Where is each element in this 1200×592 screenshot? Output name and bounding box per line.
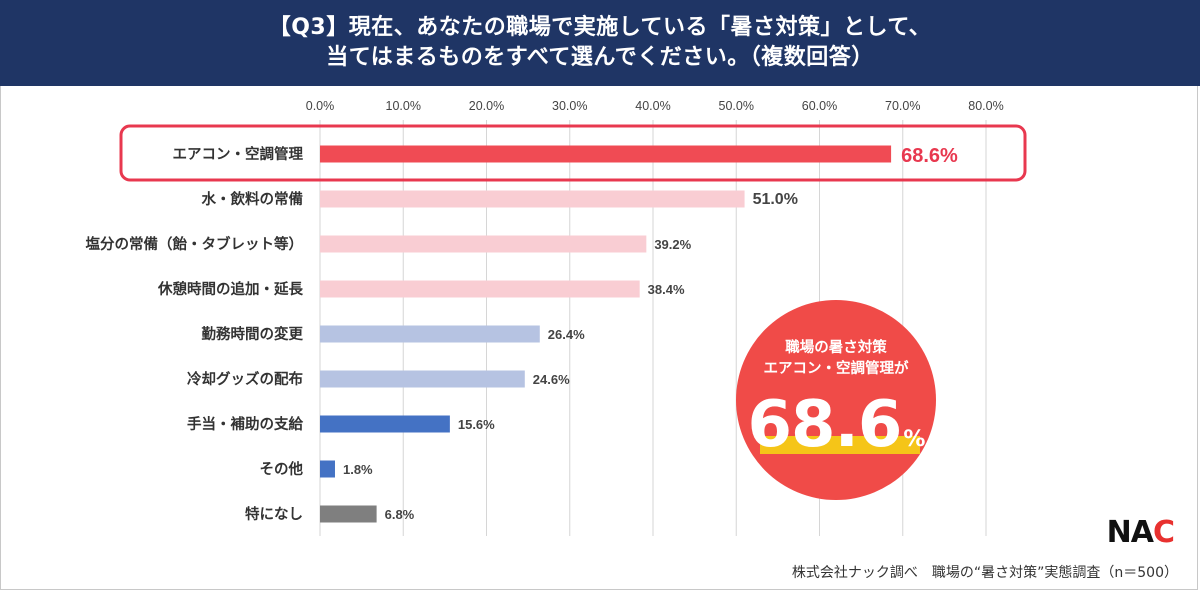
bar — [320, 370, 525, 388]
category-label: 特になし — [245, 505, 303, 523]
callout-number: 68.6% — [736, 388, 936, 477]
bar — [320, 460, 335, 478]
bar — [320, 145, 892, 163]
category-label: 水・飲料の常備 — [202, 190, 304, 208]
category-label: 冷却グッズの配布 — [187, 370, 303, 388]
value-label: 24.6% — [533, 372, 570, 387]
question-title-line1: 【Q3】現在、あなたの職場で実施している「暑さ対策」として、 — [268, 15, 932, 40]
x-tick-label: 30.0% — [552, 99, 587, 113]
value-label: 39.2% — [654, 237, 691, 252]
highlight-callout: 職場の暑さ対策 エアコン・空調管理が 68.6% — [736, 300, 936, 500]
bar — [320, 415, 450, 433]
x-tick-label: 40.0% — [635, 99, 670, 113]
x-tick-label: 50.0% — [719, 99, 754, 113]
company-logo: NAC — [1106, 515, 1175, 550]
callout-line2: エアコン・空調管理が — [763, 361, 909, 377]
x-tick-label: 70.0% — [885, 99, 920, 113]
logo-main-text: NA — [1106, 515, 1154, 550]
category-label: エアコン・空調管理 — [173, 145, 304, 163]
logo-accent-text: C — [1152, 515, 1175, 550]
category-label: 手当・補助の支給 — [187, 415, 303, 433]
x-tick-label: 60.0% — [802, 99, 837, 113]
x-tick-label: 10.0% — [386, 99, 421, 113]
question-header: 【Q3】現在、あなたの職場で実施している「暑さ対策」として、 当てはまるものをす… — [0, 0, 1200, 86]
category-label: 勤務時間の変更 — [202, 325, 304, 343]
value-label: 51.0% — [753, 191, 798, 208]
category-label: その他 — [260, 460, 304, 478]
x-tick-label: 20.0% — [469, 99, 504, 113]
x-tick-label: 80.0% — [968, 99, 1003, 113]
bar — [320, 505, 377, 523]
value-label: 1.8% — [343, 462, 373, 477]
callout-line1: 職場の暑さ対策 — [785, 340, 887, 356]
bar — [320, 280, 640, 298]
highlight-frame — [119, 124, 1027, 182]
callout-value: 68.6 — [747, 388, 903, 462]
callout-figure: 68.6% — [736, 388, 936, 466]
value-label: 15.6% — [458, 417, 495, 432]
callout-underline — [760, 436, 920, 454]
category-label: 塩分の常備（飴・タブレット等） — [86, 235, 304, 253]
callout-unit: % — [903, 427, 925, 452]
category-label: 休憩時間の追加・延長 — [157, 280, 303, 298]
x-tick-label: 0.0% — [306, 99, 335, 113]
bar — [320, 235, 647, 253]
value-label: 68.6% — [901, 145, 958, 167]
value-label: 26.4% — [548, 327, 585, 342]
value-label: 38.4% — [648, 282, 685, 297]
value-label: 6.8% — [385, 507, 415, 522]
bar — [320, 190, 745, 208]
question-title-line2: 当てはまるものをすべて選んでください。（複数回答） — [326, 45, 874, 70]
source-note: 株式会社ナック調べ 職場の“暑さ対策”実態調査（n＝500） — [791, 565, 1178, 581]
bar — [320, 325, 540, 343]
bar-chart: 0.0% 10.0% 20.0% 30.0% 40.0% 50.0% 60.0% 70.0% 8… — [86, 99, 1027, 536]
